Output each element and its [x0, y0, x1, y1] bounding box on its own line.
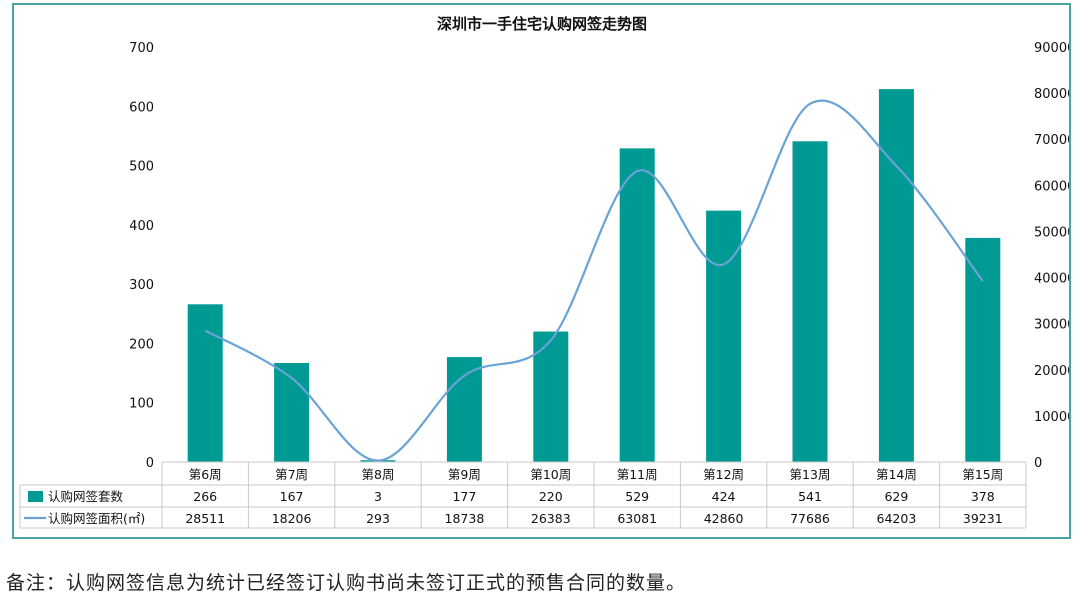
data-label: 77686: [790, 511, 830, 526]
right-tick-label: 70000: [1034, 133, 1069, 148]
footnote: 备注：认购网签信息为统计已经签订认购书尚未签订正式的预售合同的数量。: [6, 572, 687, 594]
data-label: 266: [193, 489, 217, 504]
data-label: 18206: [272, 511, 312, 526]
data-label: 629: [884, 489, 908, 504]
right-tick-label: 10000: [1034, 410, 1069, 425]
data-label: 378: [971, 489, 995, 504]
right-tick-label: 50000: [1034, 225, 1069, 240]
line-series: [204, 99, 984, 462]
right-axis: 0 10000 20000 30000 40000 50000 60000 70000 8000…: [1034, 41, 1069, 471]
data-label: 177: [452, 489, 476, 504]
left-tick-label: 600: [129, 100, 154, 115]
data-table: 第6周 第7周 第8周 第9周 第10周 第11周 第12周 第13周 第14周 第15周认购网签…: [19, 461, 1027, 529]
right-tick-label: 60000: [1034, 179, 1069, 194]
right-tick-label: 20000: [1034, 364, 1069, 379]
legend-label: 认购网签套数: [48, 489, 124, 504]
bar: [878, 89, 914, 462]
bar: [446, 357, 482, 462]
left-tick-label: 0: [146, 456, 154, 471]
chart-frame: 深圳市一手住宅认购网签走势图 0 100 200 300 400 500 600 700 0 1…: [12, 3, 1071, 539]
category-label: 第7周: [275, 467, 308, 482]
bar: [274, 362, 310, 462]
data-label: 28511: [185, 511, 225, 526]
left-axis: 0 100 200 300 400 500 600 700: [129, 41, 154, 471]
bar: [706, 210, 742, 462]
right-tick-label: 90000: [1034, 41, 1069, 56]
data-label: 42860: [704, 511, 744, 526]
left-tick-label: 200: [129, 337, 154, 352]
category-label: 第11周: [617, 467, 658, 482]
category-label: 第10周: [530, 467, 571, 482]
data-label: 3: [374, 489, 382, 504]
right-tick-label: 80000: [1034, 87, 1069, 102]
right-tick-label: 0: [1034, 456, 1042, 471]
category-label: 第9周: [448, 467, 481, 482]
data-label: 293: [366, 511, 390, 526]
data-label: 63081: [617, 511, 657, 526]
right-tick-label: 30000: [1034, 318, 1069, 333]
category-label: 第14周: [876, 467, 917, 482]
legend-key-bar: [28, 491, 43, 502]
left-tick-label: 300: [129, 278, 154, 293]
data-label: 64203: [877, 511, 917, 526]
category-label: 第6周: [189, 467, 222, 482]
left-tick-label: 400: [129, 219, 154, 234]
chart-title: 深圳市一手住宅认购网签走势图: [437, 15, 647, 33]
bar: [965, 237, 1001, 462]
left-tick-label: 700: [129, 41, 154, 56]
data-label: 167: [280, 489, 304, 504]
legend-label: 认购网签面积(㎡): [48, 511, 145, 526]
data-label: 529: [625, 489, 649, 504]
data-label: 220: [539, 489, 563, 504]
area-line: [204, 99, 984, 462]
data-label: 424: [712, 489, 736, 504]
data-label: 541: [798, 489, 822, 504]
bar: [619, 148, 655, 462]
bar: [187, 304, 223, 462]
data-label: 26383: [531, 511, 571, 526]
data-label: 18738: [445, 511, 485, 526]
category-label: 第15周: [962, 467, 1003, 482]
data-label: 39231: [963, 511, 1003, 526]
combo-chart: 深圳市一手住宅认购网签走势图 0 100 200 300 400 500 600 700 0 1…: [19, 15, 1069, 529]
right-tick-label: 40000: [1034, 272, 1069, 287]
category-label: 第13周: [790, 467, 831, 482]
category-label: 第12周: [703, 467, 744, 482]
left-tick-label: 100: [129, 397, 154, 412]
bar: [792, 141, 828, 462]
bar: [533, 331, 569, 462]
category-label: 第8周: [362, 467, 395, 482]
left-tick-label: 500: [129, 160, 154, 175]
